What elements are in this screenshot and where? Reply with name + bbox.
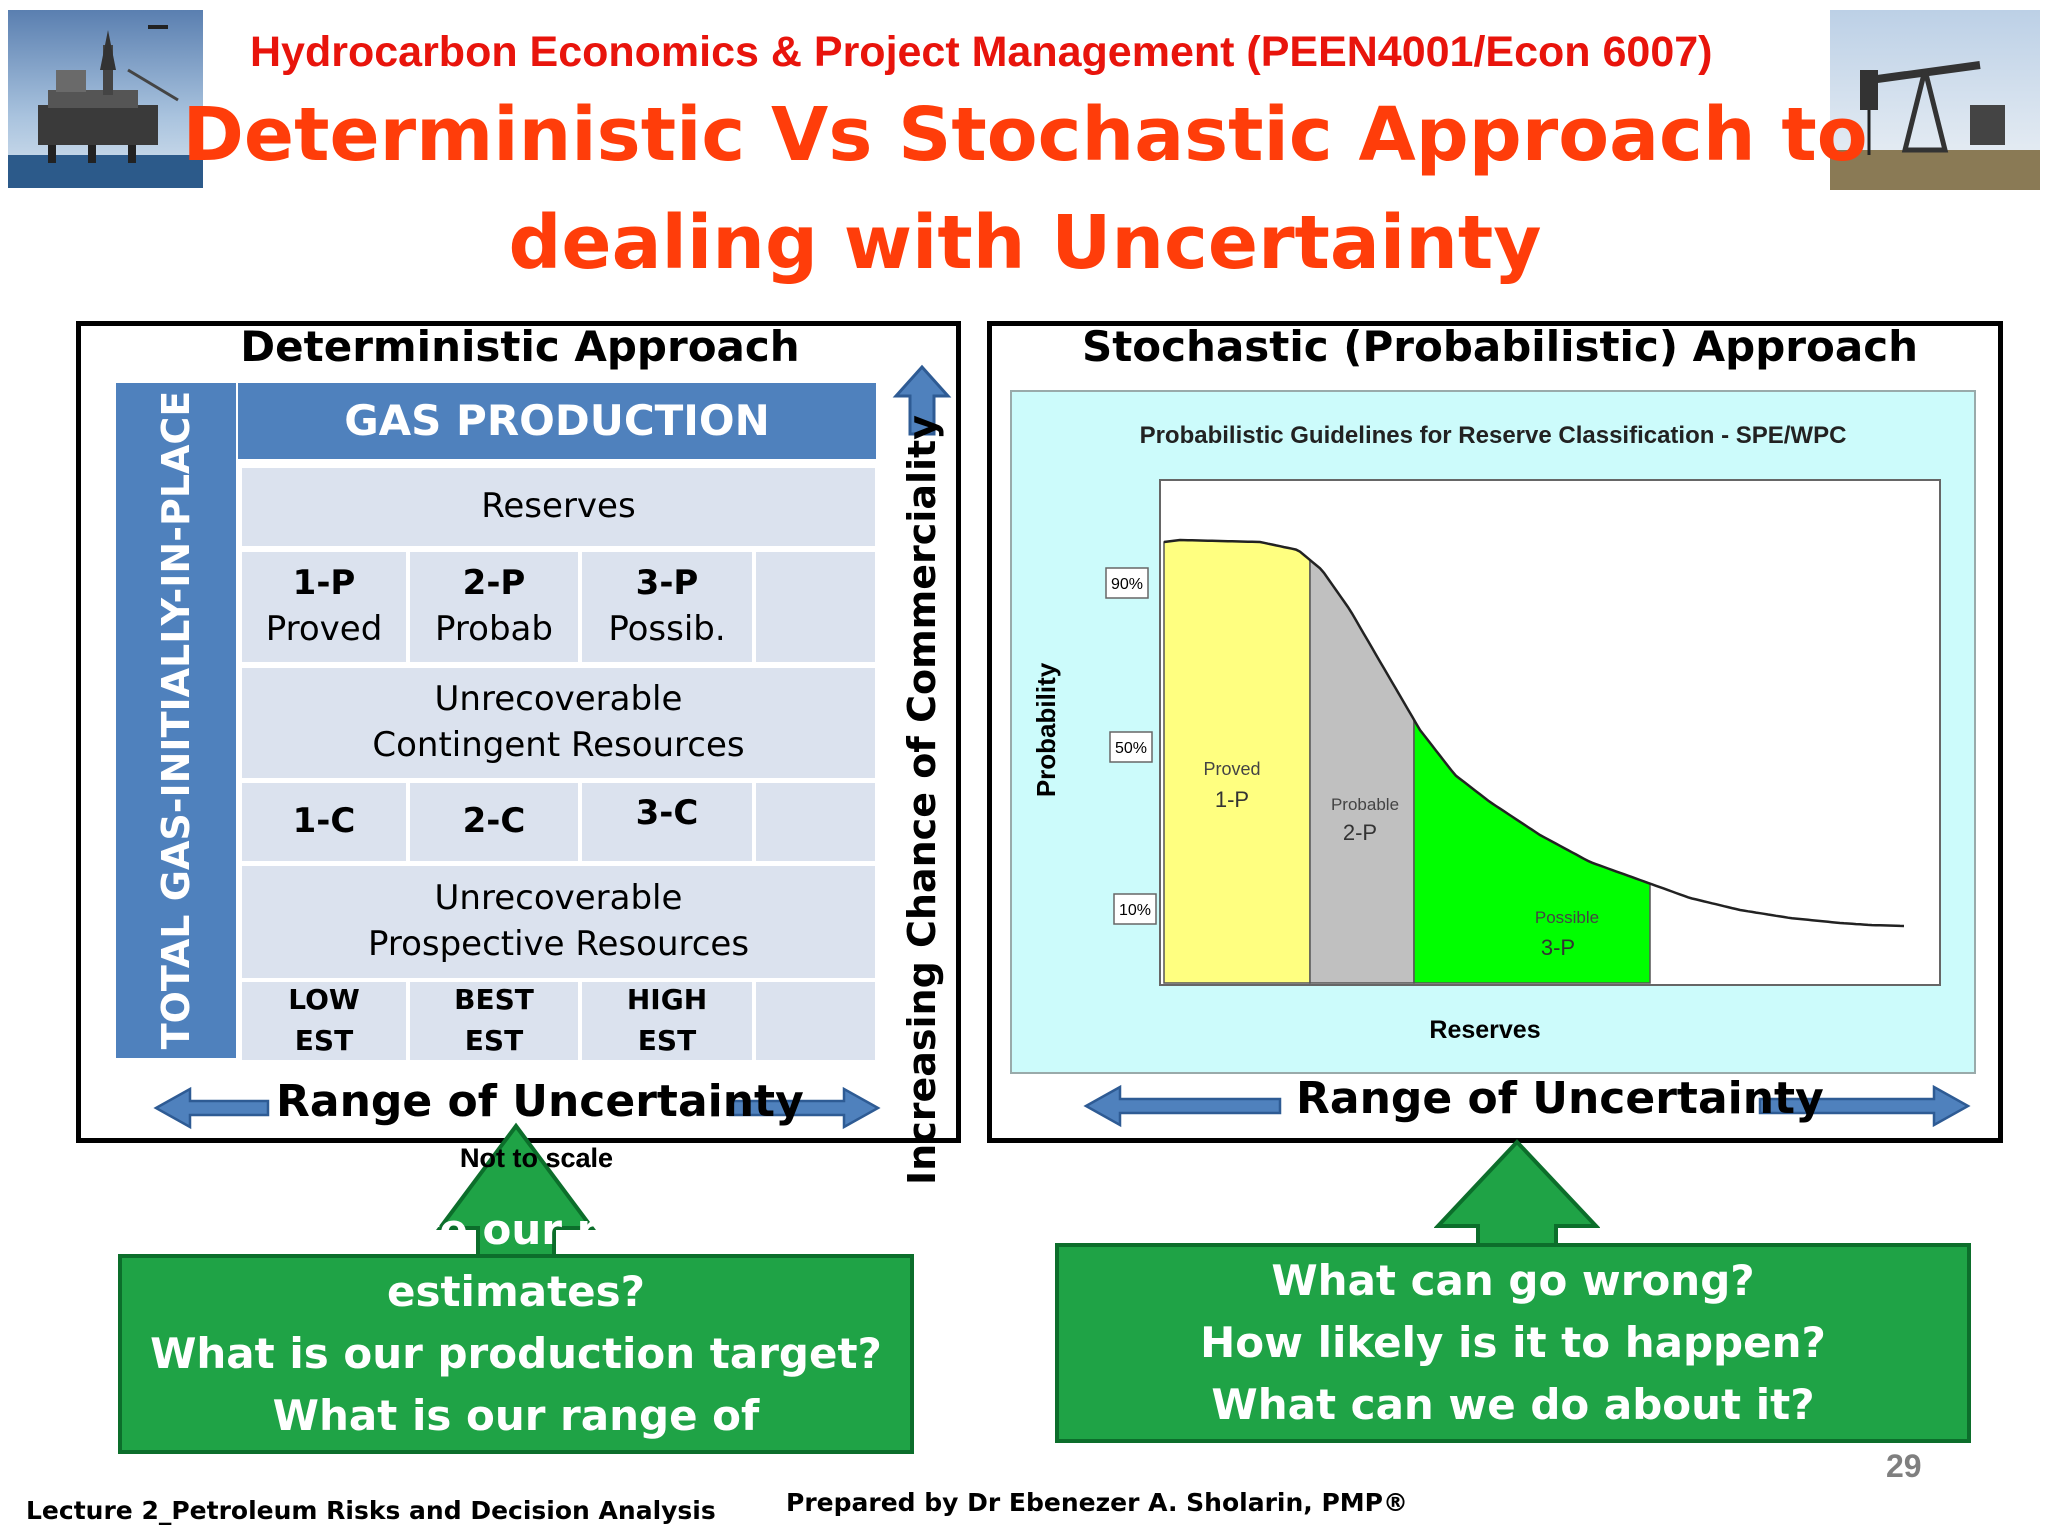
prospective-line2: Prospective Resources — [367, 924, 750, 964]
region-label-proved-name: Proved — [1203, 759, 1260, 779]
reserves-row: Reserves — [242, 468, 875, 546]
x-axis-label: Reserves — [1429, 1016, 1540, 1044]
estimate-cell-empty — [756, 982, 875, 1060]
chart-title: Probabilistic Guidelines for Reserve Cla… — [1139, 422, 1847, 449]
slide-title-line1: Deterministic Vs Stochastic Approach to — [182, 92, 1868, 178]
ytick-10: 10% — [1113, 893, 1157, 925]
contingent-code: 1-C — [292, 801, 356, 842]
up-arrow-icon — [892, 364, 952, 436]
contingent-line1: Unrecoverable — [434, 679, 683, 720]
ytick-label: 90% — [1111, 576, 1143, 593]
question: What can we do about it? — [1211, 1380, 1815, 1429]
offshore-platform-image — [8, 10, 203, 188]
ytick-label: 10% — [1119, 902, 1151, 919]
reserve-code: 1-P — [292, 563, 356, 604]
total-gas-label: TOTAL GAS-INITIALLY-IN-PLACE — [154, 390, 198, 1050]
contingent-code: 3-C — [635, 793, 699, 833]
gas-production-header — [238, 383, 876, 459]
cumulative-curve — [1163, 538, 1905, 928]
not-to-scale-note-overlay: Not to scale — [460, 1143, 614, 1173]
estimate-line1: BEST — [454, 983, 534, 1017]
probability-curve-plot: Probability Reserves 90% 50% 10% Proved … — [1031, 479, 1941, 1044]
gas-production-label: GAS PRODUCTION — [344, 396, 770, 445]
contingent-cell-2c: 2-C — [410, 783, 578, 861]
contingent-cell-empty — [756, 783, 875, 861]
reserve-name: Possib. — [608, 609, 726, 649]
estimate-line2: EST — [464, 1024, 524, 1057]
region-label-probable-name: Probable — [1331, 795, 1399, 814]
prospective-line1: Unrecoverable — [434, 878, 683, 919]
ytick-90: 90% — [1105, 567, 1149, 599]
estimate-cell-high: HIGH EST — [582, 982, 752, 1060]
estimate-cell-low: LOW EST — [242, 982, 406, 1060]
region-label-possible-name: Possible — [1535, 908, 1599, 927]
question: What can go wrong? — [1271, 1256, 1755, 1305]
reserve-code: 2-P — [462, 563, 526, 604]
slide-title-line2: dealing with Uncertainty — [508, 200, 1542, 286]
reserve-cell-1p: 1-P Proved — [242, 552, 406, 662]
question: What is our production target? — [150, 1329, 882, 1378]
y-axis-label: Probability — [1031, 662, 1061, 797]
left-range-arrow-icon — [153, 1086, 881, 1130]
estimate-line1: HIGH — [626, 983, 708, 1017]
right-questions-box: What can go wrong? How likely is it to h… — [1055, 1243, 1971, 1443]
region-label-probable-code: 2-P — [1343, 820, 1377, 845]
contingent-cell-3c: 3-C — [582, 783, 752, 861]
region-label-possible-code: 3-P — [1541, 935, 1575, 960]
question: How likely is it to happen? — [1200, 1318, 1826, 1367]
total-gas-sidebar — [116, 383, 236, 1058]
right-range-label: Range of Uncertainty — [1296, 1073, 1824, 1124]
left-range-label: Range of Uncertainty — [276, 1076, 804, 1127]
footer-prepared-by: Prepared by Dr Ebenezer A. Sholarin, PMP… — [786, 1488, 1409, 1517]
ytick-label: 50% — [1115, 740, 1147, 757]
estimate-line2: EST — [294, 1024, 354, 1057]
contingent-cell-1c: 1-C — [242, 783, 406, 861]
page-number: 29 — [1886, 1448, 1922, 1484]
question: What are our reserves estimates? — [251, 1205, 781, 1316]
reserves-label: Reserves — [481, 486, 636, 527]
right-range-arrow-icon — [1083, 1084, 1971, 1128]
reserve-name: Probab — [435, 609, 553, 649]
left-questions-box: What are our reserves estimates? What is… — [118, 1205, 914, 1502]
contingent-row: Unrecoverable Contingent Resources — [242, 668, 875, 778]
reserve-name: Proved — [265, 609, 383, 649]
estimate-line1: LOW — [288, 983, 360, 1017]
course-title: Hydrocarbon Economics & Project Manageme… — [250, 28, 1713, 76]
pumpjack-image — [1830, 10, 2040, 190]
ytick-50: 50% — [1109, 731, 1153, 763]
estimate-cell-best: BEST EST — [410, 982, 578, 1060]
contingent-line2: Contingent Resources — [372, 725, 745, 765]
estimate-line2: EST — [637, 1024, 697, 1057]
stochastic-title: Stochastic (Probabilistic) Approach — [1081, 322, 1919, 371]
deterministic-title: Deterministic Approach — [240, 322, 800, 371]
reserve-cell-empty — [756, 552, 875, 662]
reserve-cell-2p: 2-P Probab — [410, 552, 578, 662]
prospective-row: Unrecoverable Prospective Resources — [242, 866, 875, 978]
footer-lecture: Lecture 2_Petroleum Risks and Decision A… — [26, 1496, 716, 1525]
contingent-code: 2-C — [462, 801, 526, 842]
reserve-cell-3p: 3-P Possib. — [582, 552, 752, 662]
reserve-code: 3-P — [635, 563, 699, 604]
question: What is our range of uncertainty? — [272, 1391, 760, 1502]
region-label-proved-code: 1-P — [1215, 787, 1249, 812]
commerciality-label: Increasing Chance of Commerciality — [900, 415, 944, 1185]
